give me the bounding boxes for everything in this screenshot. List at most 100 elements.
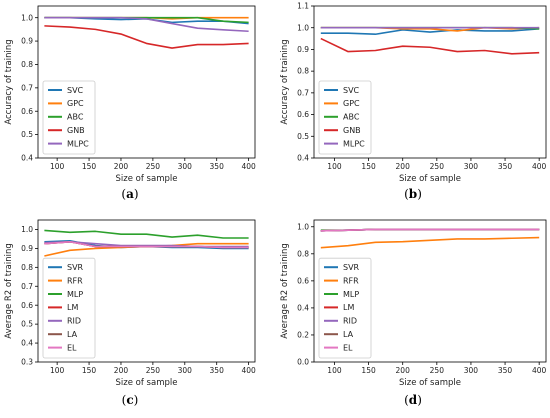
x-tick-label: 350 [498, 366, 513, 375]
x-tick-label: 250 [146, 366, 161, 375]
legend-label-gnb: GNB [67, 126, 85, 135]
x-tick-label: 350 [498, 162, 513, 171]
x-tick-label: 250 [430, 162, 445, 171]
legend-label-la: LA [67, 330, 78, 339]
legend-label-gpc: GPC [343, 99, 360, 108]
y-tick-label: 0.3 [21, 358, 33, 367]
legend-label-svr: SVR [67, 263, 84, 272]
panel-caption: (a) [121, 187, 138, 201]
y-tick-label: 0.5 [21, 320, 33, 329]
x-axis-label: Size of sample [116, 174, 178, 184]
y-tick-label: 0.2 [297, 331, 309, 340]
y-tick-label: 0.9 [21, 244, 33, 253]
series-line-mlpc [44, 16, 249, 33]
x-tick-label: 400 [532, 162, 547, 171]
legend-label-abc: ABC [67, 113, 84, 122]
y-tick-label: 0.7 [21, 282, 33, 291]
y-axis-label: Average R2 of training [4, 243, 14, 338]
y-tick-label: 0.5 [297, 132, 309, 141]
panel-b: 100 150 200 250 300 350 400 0.4 0.5 0.6 0.7 0.8 0.9 1… [280, 2, 547, 201]
y-tick-label: 0.4 [297, 154, 309, 163]
y-tick-label: 1.0 [21, 13, 33, 22]
x-axis-label: Size of sample [399, 174, 461, 184]
series-line-el [320, 228, 540, 232]
x-tick-label: 150 [361, 162, 376, 171]
x-tick-label: 250 [430, 366, 445, 375]
y-tick-label: 0.6 [297, 276, 309, 285]
legend-label-mlpc: MLPC [67, 139, 89, 148]
plot-frame [37, 5, 256, 159]
series-line-gnb [44, 25, 249, 49]
x-tick-label: 250 [146, 162, 161, 171]
legend-label-gpc: GPC [67, 99, 84, 108]
y-axis-label: Accuracy of training [4, 39, 14, 124]
legend-box [42, 257, 96, 359]
legend-label-gnb: GNB [343, 126, 361, 135]
x-tick-label: 300 [178, 366, 193, 375]
y-tick-label: 0.8 [297, 249, 309, 258]
series-line-gnb [320, 37, 540, 55]
series-line-mlp [44, 229, 249, 239]
legend-label-rid: RID [67, 317, 81, 326]
legend-box [42, 80, 96, 155]
x-tick-label: 200 [396, 366, 411, 375]
legend-label-svc: SVC [67, 86, 84, 95]
y-tick-label: 1.0 [297, 23, 309, 32]
legend-label-svc: SVC [343, 86, 360, 95]
x-tick-label: 150 [82, 366, 97, 375]
y-tick-label: 0.9 [297, 45, 309, 54]
y-tick-label: 0.6 [21, 301, 33, 310]
panel-c: 100 150 200 250 300 350 400 0.3 0.4 0.5 0.6 0.7 0.8 0… [4, 219, 256, 407]
y-tick-label: 0.4 [297, 304, 309, 313]
plot-frame [37, 219, 256, 363]
x-tick-label: 400 [241, 366, 256, 375]
legend-label-rid: RID [343, 317, 357, 326]
x-axis-label: Size of sample [399, 378, 461, 388]
panel-caption: (d) [404, 393, 422, 407]
legend-label-rfr: RFR [67, 276, 83, 285]
y-tick-label: 0.6 [21, 107, 33, 116]
x-tick-label: 350 [210, 162, 225, 171]
panel-caption: (c) [122, 393, 139, 407]
x-tick-label: 150 [82, 162, 97, 171]
y-tick-label: 1.0 [21, 225, 33, 234]
y-tick-label: 1.1 [297, 2, 309, 11]
y-tick-label: 0.8 [21, 263, 33, 272]
x-tick-label: 150 [361, 366, 376, 375]
x-tick-label: 100 [327, 366, 342, 375]
series-line-rfr [320, 236, 540, 249]
panel-d: 100 150 200 250 300 350 400 0.0 0.2 0.4 0.6 0.8 1.0 S… [280, 219, 547, 407]
x-tick-label: 200 [114, 366, 129, 375]
legend-label-abc: ABC [343, 113, 360, 122]
x-tick-label: 200 [114, 162, 129, 171]
legend-label-lm: LM [67, 303, 78, 312]
legend-label-rfr: RFR [343, 276, 359, 285]
series-line-svc [320, 28, 540, 36]
x-tick-label: 100 [50, 366, 65, 375]
x-tick-label: 100 [327, 162, 342, 171]
series-line-el [44, 240, 249, 249]
legend-label-svr: SVR [343, 263, 360, 272]
panel-a: 100 150 200 250 300 350 400 0.4 0.5 0.6 0.7 0.8 0.9 1… [4, 5, 256, 201]
y-tick-label: 0.4 [21, 339, 33, 348]
y-tick-label: 0.4 [21, 154, 33, 163]
x-tick-label: 100 [50, 162, 65, 171]
legend-label-mlpc: MLPC [343, 139, 365, 148]
legend-label-mlp: MLP [343, 290, 359, 299]
y-tick-label: 1.0 [297, 222, 309, 231]
legend-label-el: EL [67, 343, 77, 352]
x-tick-label: 350 [210, 366, 225, 375]
legend-label-mlp: MLP [67, 290, 83, 299]
legend-box [318, 257, 372, 359]
y-tick-label: 0.6 [297, 110, 309, 119]
legend-box [318, 80, 372, 155]
plot-frame [313, 5, 547, 159]
x-tick-label: 200 [396, 162, 411, 171]
plot-frame [313, 219, 547, 363]
x-tick-label: 300 [464, 366, 479, 375]
y-tick-label: 0.0 [297, 358, 309, 367]
x-tick-label: 300 [178, 162, 193, 171]
legend-label-la: LA [343, 330, 354, 339]
